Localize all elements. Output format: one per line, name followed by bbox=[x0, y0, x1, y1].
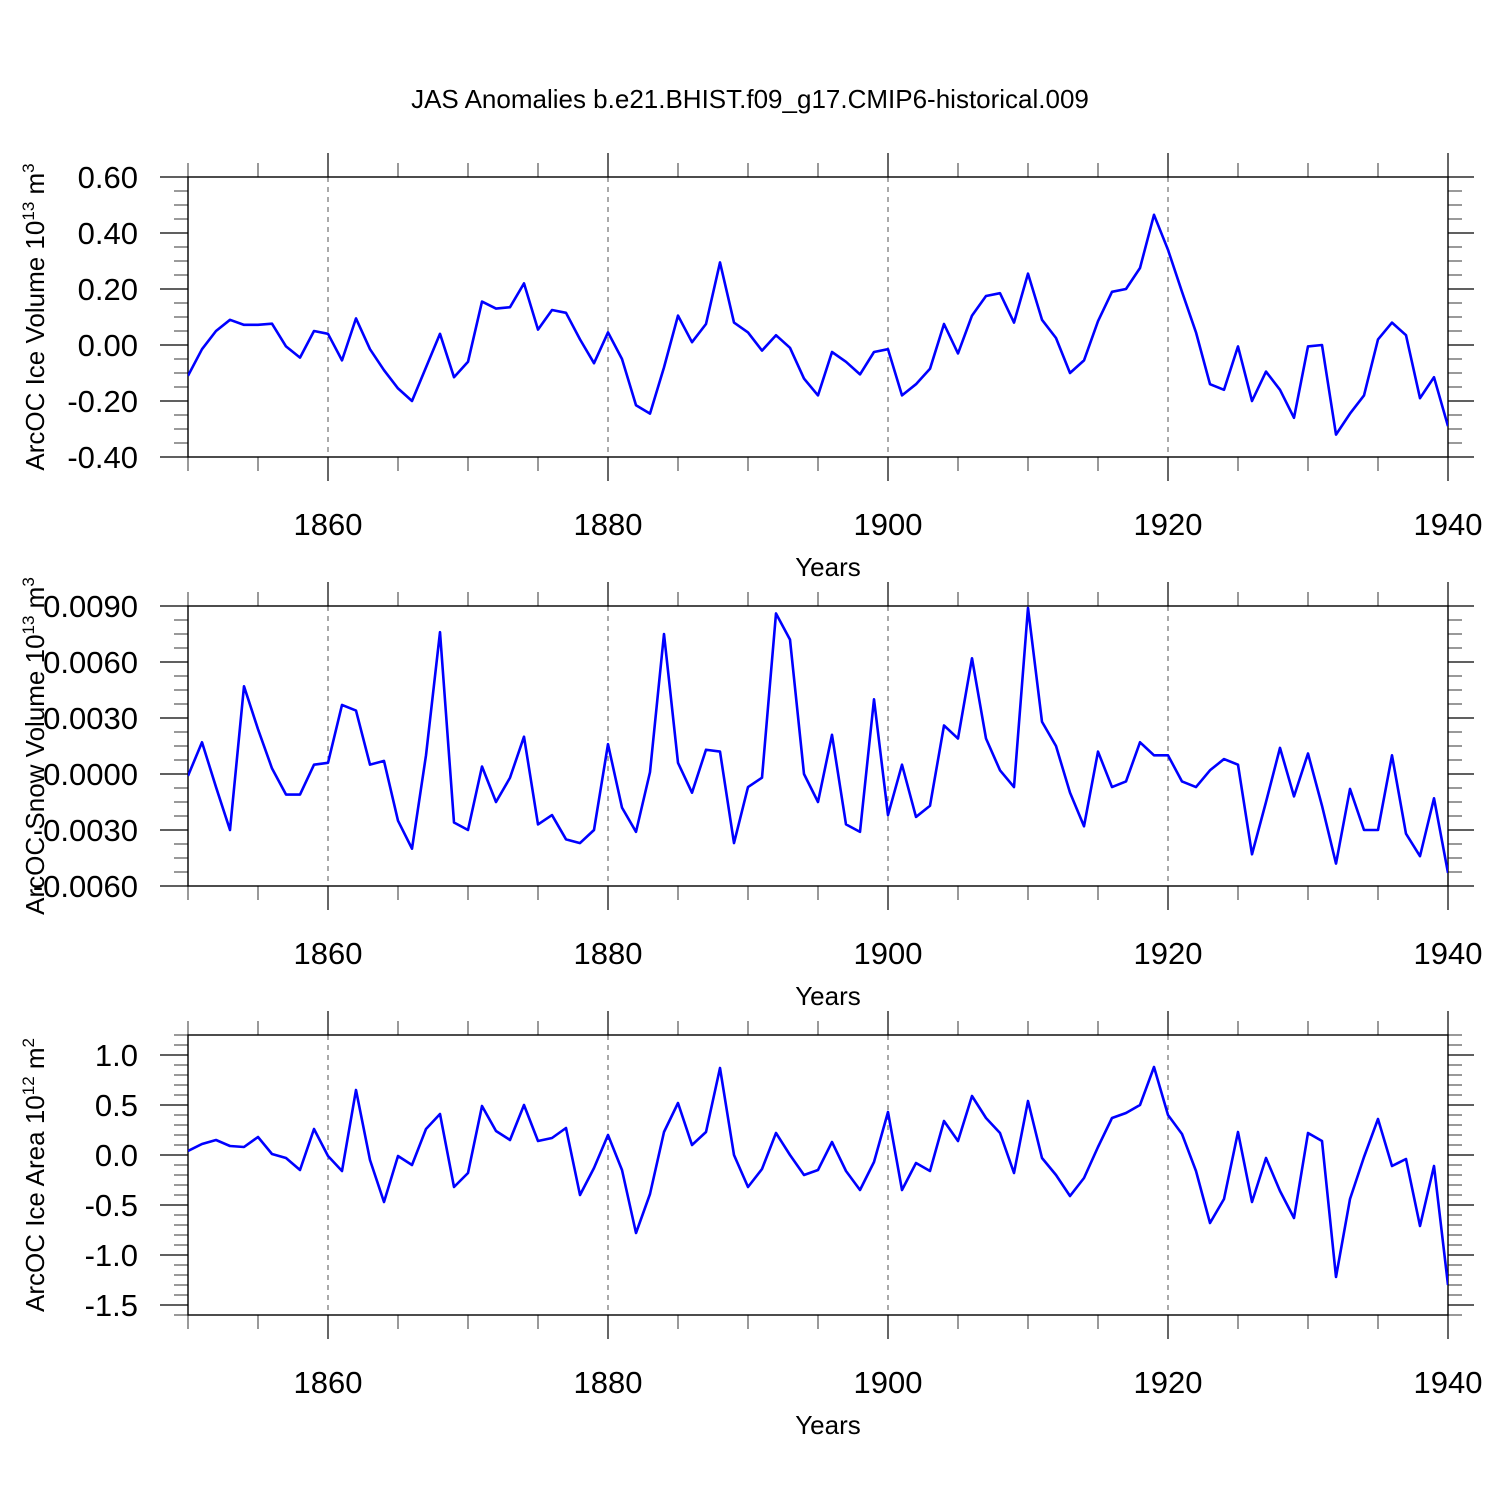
x-tick-label: 1900 bbox=[854, 507, 923, 542]
plot-frame bbox=[187, 176, 1449, 458]
y-tick-label: 0.0090 bbox=[43, 589, 138, 624]
y-axis-label-unit: m bbox=[20, 587, 50, 616]
x-axis-label: Years bbox=[795, 552, 861, 582]
y-axis-label: ArcOC Ice Volume 1013 m3 bbox=[19, 163, 50, 470]
x-tick-label: 1860 bbox=[294, 507, 363, 542]
y-tick-label: -0.40 bbox=[67, 440, 138, 475]
y-axis-label-main: ArcOC Snow Volume 10 bbox=[20, 634, 50, 914]
panel-1: -0.40 -0.20 0.00 0.20 0.40 0.60 1860 1880 1900 19… bbox=[19, 153, 1482, 582]
y-tick-label: 0.0 bbox=[95, 1138, 138, 1173]
y-axis-label-unit-exponent: 3 bbox=[19, 163, 38, 172]
x-tick-label: 1860 bbox=[294, 1365, 363, 1400]
y-axis-label: ArcOC Snow Volume 1013 m3 bbox=[19, 577, 50, 915]
x-tick-label: 1920 bbox=[1134, 1365, 1203, 1400]
y-tick-label: 0.0060 bbox=[43, 645, 138, 680]
y-tick-label: -1.0 bbox=[85, 1238, 138, 1273]
plot-frame bbox=[187, 605, 1449, 887]
y-axis-label-exponent: 12 bbox=[19, 1076, 38, 1095]
panel-3: -1.5 -1.0 -0.5 0.0 0.5 1.0 1860 1880 1900 1920 194… bbox=[19, 1011, 1482, 1440]
series-line-snow_volume bbox=[188, 606, 1448, 874]
x-tick-label: 1860 bbox=[294, 936, 363, 971]
y-axis-label-main: ArcOC Ice Area 10 bbox=[20, 1095, 50, 1312]
y-tick-label: 0.5 bbox=[95, 1088, 138, 1123]
series-line-ice_area bbox=[188, 1065, 1448, 1286]
x-tick-label: 1900 bbox=[854, 936, 923, 971]
series-line-ice_volume bbox=[188, 213, 1448, 436]
y-tick-label: 0.20 bbox=[78, 272, 138, 307]
y-axis-label-unit-exponent: 3 bbox=[19, 577, 38, 586]
x-axis-label: Years bbox=[795, 1410, 861, 1440]
y-axis-label-exponent: 13 bbox=[19, 616, 38, 635]
x-tick-label: 1880 bbox=[574, 507, 643, 542]
y-axis-label-unit-exponent: 2 bbox=[19, 1038, 38, 1047]
x-tick-label: 1940 bbox=[1414, 507, 1483, 542]
x-tick-label: 1920 bbox=[1134, 936, 1203, 971]
y-tick-label: -0.0030 bbox=[33, 813, 138, 848]
y-tick-label: 1.0 bbox=[95, 1038, 138, 1073]
figure-title: JAS Anomalies b.e21.BHIST.f09_g17.CMIP6-… bbox=[411, 84, 1089, 114]
x-tick-label: 1940 bbox=[1414, 936, 1483, 971]
y-axis-label-unit: m bbox=[20, 173, 50, 202]
y-tick-label: 0.40 bbox=[78, 216, 138, 251]
y-tick-label: -0.0060 bbox=[33, 869, 138, 904]
y-tick-label: 0.00 bbox=[78, 328, 138, 363]
plot-frame bbox=[187, 1034, 1449, 1316]
x-tick-label: 1880 bbox=[574, 936, 643, 971]
y-tick-label: 0.0030 bbox=[43, 701, 138, 736]
y-tick-label: -1.5 bbox=[85, 1288, 138, 1323]
y-axis-label-unit: m bbox=[20, 1047, 50, 1076]
y-tick-label: -0.20 bbox=[67, 384, 138, 419]
panel-2: -0.0060 -0.0030 0.0000 0.0030 0.0060 0.0090 18… bbox=[19, 577, 1482, 1011]
x-tick-label: 1940 bbox=[1414, 1365, 1483, 1400]
y-tick-label: 0.60 bbox=[78, 160, 138, 195]
x-tick-label: 1920 bbox=[1134, 507, 1203, 542]
x-axis-label: Years bbox=[795, 981, 861, 1011]
x-tick-label: 1900 bbox=[854, 1365, 923, 1400]
x-tick-label: 1880 bbox=[574, 1365, 643, 1400]
y-axis-label-exponent: 13 bbox=[19, 202, 38, 221]
y-tick-label: 0.0000 bbox=[43, 757, 138, 792]
y-tick-label: -0.5 bbox=[85, 1188, 138, 1223]
y-axis-label: ArcOC Ice Area 1012 m2 bbox=[19, 1038, 50, 1312]
y-axis-label-main: ArcOC Ice Volume 10 bbox=[20, 221, 50, 471]
